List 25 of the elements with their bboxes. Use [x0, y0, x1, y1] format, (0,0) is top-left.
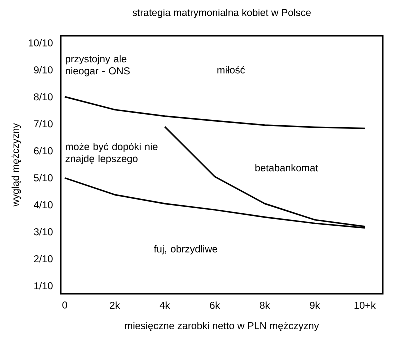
- x-tick-label: 10+k: [354, 302, 376, 310]
- annotation: miłość: [218, 66, 246, 74]
- y-tick-label: 6/10: [34, 147, 53, 155]
- annotation: betabankomat: [256, 164, 318, 172]
- y-tick-label: 3/10: [34, 228, 53, 236]
- y-tick-label: 10/10: [29, 39, 53, 47]
- annotation: może być dopóki nie znajdę lepszego: [66, 142, 158, 164]
- x-tick-label: 8k: [260, 302, 270, 310]
- annotation: przystojny ale nieogar - ONS: [66, 55, 130, 77]
- y-tick-label: 2/10: [34, 255, 53, 263]
- x-tick-label: 6k: [210, 302, 220, 310]
- chart-title: strategia matrymonialna kobiet w Polsce: [132, 8, 312, 18]
- x-tick-label: 2k: [110, 302, 120, 309]
- x-tick-label: 0: [62, 302, 68, 309]
- x-tick-label: 4k: [160, 302, 170, 309]
- x-axis-title: miesięczne zarobki netto w PLN mężczyzny: [125, 322, 320, 332]
- y-tick-label: 8/10: [34, 93, 53, 101]
- y-tick-label: 5/10: [34, 174, 53, 182]
- x-tick-label: 9k: [310, 302, 320, 310]
- y-tick-label: 7/10: [34, 120, 53, 128]
- y-axis-title: wygląd mężczyzny: [12, 123, 22, 207]
- y-tick-label: 9/10: [34, 66, 53, 74]
- y-tick-label: 1/10: [34, 282, 53, 290]
- y-tick-label: 4/10: [34, 201, 53, 209]
- annotation: fuj, obrzydliwe: [154, 245, 218, 255]
